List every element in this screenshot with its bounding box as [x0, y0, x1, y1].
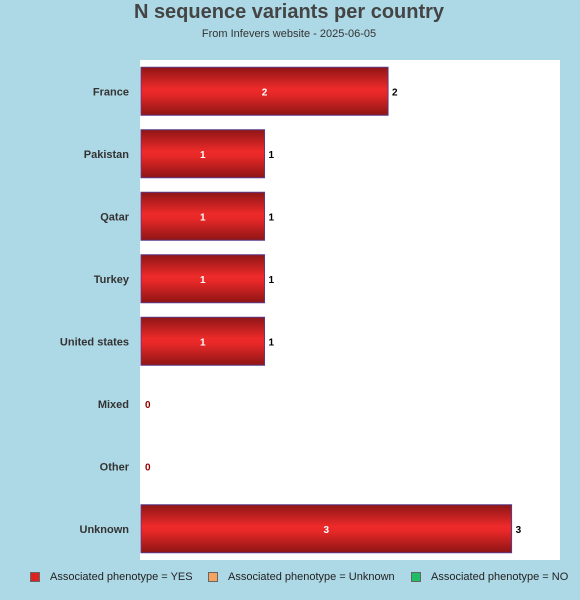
bar-total-label-turkey: 1: [269, 275, 275, 286]
category-label-united-states: United states: [60, 336, 129, 348]
bar-unknown[interactable]: [140, 504, 513, 554]
legend-item-unknown[interactable]: Associated phenotype = Unknown: [208, 571, 395, 583]
legend-swatch-yes: [30, 572, 40, 582]
bar-qatar[interactable]: [140, 191, 266, 241]
legend-item-no[interactable]: Associated phenotype = NO: [411, 571, 568, 583]
category-label-turkey: Turkey: [94, 274, 130, 286]
bar-total-label-other: 0: [145, 462, 151, 473]
bar-value-label-france: 2: [262, 87, 268, 98]
bar-total-label-unknown: 3: [516, 525, 522, 536]
bar-value-label-united-states: 1: [200, 337, 206, 348]
category-label-mixed: Mixed: [98, 399, 129, 411]
legend-label-yes: Associated phenotype = YES: [50, 571, 193, 583]
bar-value-label-unknown: 3: [324, 525, 330, 536]
bar-value-label-pakistan: 1: [200, 150, 206, 161]
legend-item-yes[interactable]: Associated phenotype = YES: [30, 571, 193, 583]
category-label-unknown: Unknown: [80, 524, 130, 536]
bar-total-label-united-states: 1: [269, 337, 275, 348]
legend-label-no: Associated phenotype = NO: [431, 571, 569, 583]
legend-swatch-no: [411, 572, 421, 582]
category-label-france: France: [93, 86, 129, 98]
bar-united-states[interactable]: [140, 316, 266, 366]
bar-total-label-pakistan: 1: [269, 150, 275, 161]
bar-pakistan[interactable]: [140, 129, 266, 179]
category-label-qatar: Qatar: [100, 211, 129, 223]
bar-total-label-france: 2: [392, 87, 398, 98]
legend-label-unknown: Associated phenotype = Unknown: [228, 571, 395, 583]
bar-value-label-turkey: 1: [200, 275, 206, 286]
bar-total-label-qatar: 1: [269, 212, 275, 223]
chart-subtitle: From Infevers website - 2025-06-05: [201, 28, 377, 40]
chart-title: N sequence variants per country: [133, 1, 445, 23]
legend-swatch-unknown: [208, 572, 218, 582]
category-label-other: Other: [100, 461, 130, 473]
bar-total-label-mixed: 0: [145, 400, 151, 411]
legend: Associated phenotype = YES Associated ph…: [0, 571, 580, 593]
bar-france[interactable]: [140, 66, 389, 116]
bar-turkey[interactable]: [140, 254, 266, 304]
category-label-pakistan: Pakistan: [84, 149, 130, 161]
bar-value-label-qatar: 1: [200, 212, 206, 223]
